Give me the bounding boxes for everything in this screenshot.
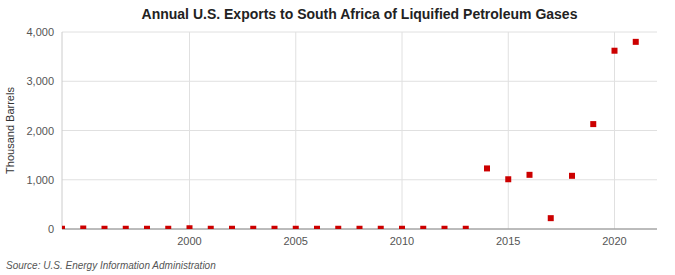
x-tick-label: 2010 [390, 235, 414, 247]
y-grid-line [62, 179, 657, 180]
y-axis-label: Thousand Barrels [4, 87, 16, 174]
point [250, 226, 256, 229]
point [399, 226, 405, 229]
point [633, 39, 639, 45]
point [314, 226, 320, 229]
x-tick-label: 2005 [284, 235, 308, 247]
source-note: Source: U.S. Energy Information Administ… [6, 260, 216, 271]
y-grid-line [62, 32, 657, 33]
point [62, 226, 65, 229]
y-axis-line [62, 32, 63, 229]
point [569, 173, 575, 179]
point [612, 48, 618, 54]
point [229, 226, 235, 229]
y-tick-label: 1,000 [26, 174, 54, 186]
y-tick-label: 0 [48, 223, 54, 235]
x-tick-label: 2015 [496, 235, 520, 247]
chart-svg: Annual U.S. Exports to South Africa of L… [0, 0, 675, 275]
point [357, 226, 363, 229]
point [144, 226, 150, 229]
point [165, 226, 171, 229]
chart-title: Annual U.S. Exports to South Africa of L… [142, 6, 578, 22]
x-grid-line [508, 32, 509, 229]
x-grid-line [402, 32, 403, 229]
point [293, 226, 299, 229]
x-tick-label: 2000 [177, 235, 201, 247]
point [548, 215, 554, 221]
point [527, 172, 533, 178]
y-tick-label: 4,000 [26, 26, 54, 38]
point [208, 226, 214, 229]
point [187, 225, 193, 229]
point [335, 226, 341, 229]
y-grid-line [62, 130, 657, 131]
point [505, 176, 511, 182]
y-tick-label: 2,000 [26, 125, 54, 137]
point [123, 226, 129, 229]
point [102, 226, 108, 229]
x-grid-line [295, 32, 296, 229]
x-grid-line [614, 32, 615, 229]
y-tick-label: 3,000 [26, 75, 54, 87]
points [62, 39, 639, 229]
point [378, 226, 384, 229]
point [463, 226, 469, 229]
point [420, 226, 426, 229]
point [272, 226, 278, 229]
chart-container: Annual U.S. Exports to South Africa of L… [0, 0, 675, 275]
point [442, 226, 448, 229]
point [484, 165, 490, 171]
point [80, 226, 86, 229]
point [590, 121, 596, 127]
grid [62, 32, 657, 229]
x-grid-line [189, 32, 190, 229]
x-tick-label: 2020 [602, 235, 626, 247]
y-grid-line [62, 81, 657, 82]
